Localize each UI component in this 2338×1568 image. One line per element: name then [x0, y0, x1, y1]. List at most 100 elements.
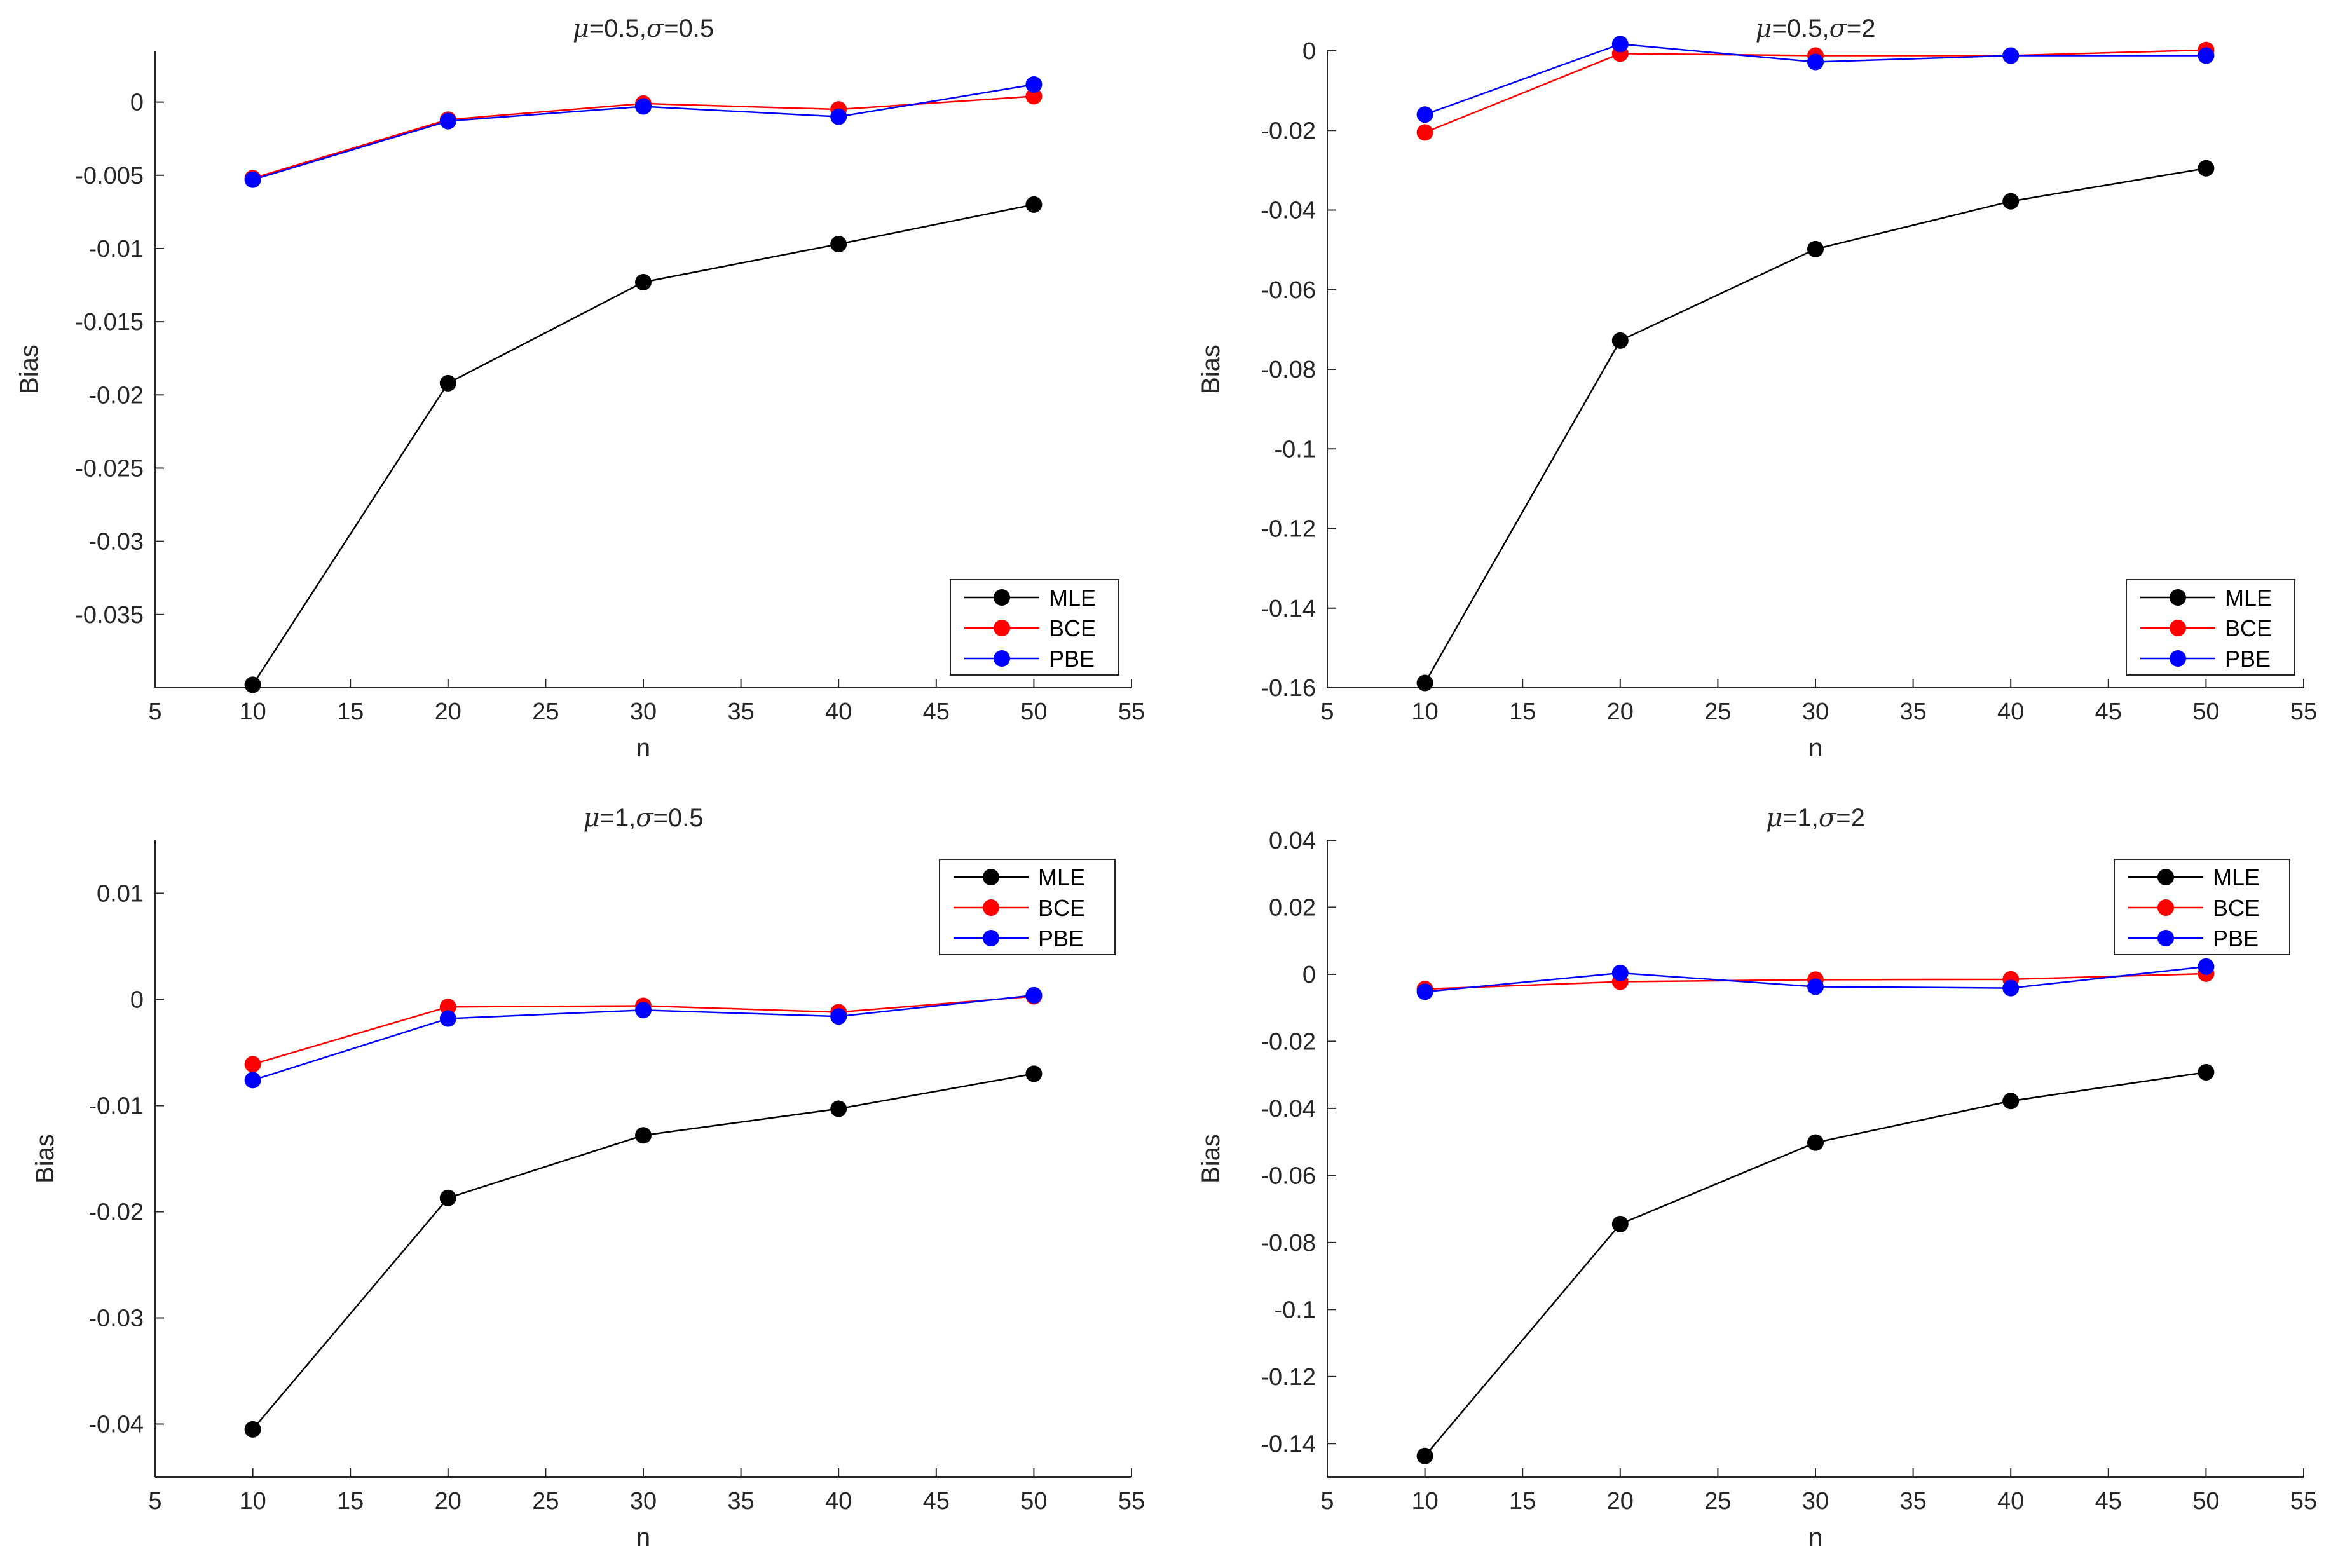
legend-marker-bce — [994, 620, 1010, 636]
x-tick-label: 35 — [1899, 699, 1926, 725]
title-mu-val: =1, — [600, 804, 636, 832]
data-point-pbe — [1025, 76, 1043, 93]
legend-marker-pbe — [2157, 930, 2174, 946]
x-tick-label: 55 — [1118, 1488, 1145, 1515]
x-tick-label: 35 — [727, 699, 754, 725]
legend: MLE BCE PBE — [939, 859, 1116, 955]
legend-marker-mle — [2157, 869, 2174, 885]
y-tick-label: -0.02 — [88, 382, 144, 409]
x-tick-label: 25 — [1704, 699, 1731, 725]
chart-title: μ=0.5,σ=0.5 — [573, 14, 714, 43]
legend: MLE BCE PBE — [2126, 579, 2295, 676]
x-tick-label: 5 — [1320, 699, 1334, 725]
x-tick-label: 15 — [1509, 699, 1536, 725]
data-point-mle — [2002, 193, 2020, 210]
legend-label-mle: MLE — [2213, 864, 2260, 890]
data-point-pbe — [830, 1008, 847, 1025]
data-point-bce — [244, 1056, 261, 1073]
legend-label-mle: MLE — [1049, 585, 1096, 611]
chart-title: μ=1,σ=0.5 — [584, 803, 704, 833]
legend-marker-bce — [2157, 899, 2174, 916]
y-tick-label: 0 — [130, 987, 144, 1014]
x-tick-label: 15 — [337, 1488, 364, 1515]
title-mu-val: =0.5, — [1772, 15, 1829, 43]
y-tick-label: -0.08 — [1261, 357, 1316, 383]
x-tick-label: 50 — [1020, 699, 1047, 725]
x-tick-label: 35 — [1899, 1488, 1926, 1515]
series-line-mle — [1424, 1071, 2206, 1457]
title-sigma-sym: σ — [636, 803, 654, 833]
title-mu-sym: μ — [573, 14, 589, 43]
data-point-mle — [2198, 1063, 2215, 1081]
x-tick-label: 10 — [1411, 699, 1438, 725]
y-tick-label: -0.025 — [75, 455, 144, 482]
title-mu-sym: μ — [1766, 803, 1782, 833]
data-point-mle — [244, 676, 261, 693]
y-tick-label: 0 — [1302, 962, 1316, 988]
title-mu-sym: μ — [1756, 14, 1772, 43]
y-tick-label: 0 — [1302, 38, 1316, 65]
y-tick-label: -0.01 — [88, 236, 144, 262]
y-axis-label: Bias — [15, 344, 43, 394]
y-tick-label: -0.01 — [88, 1093, 144, 1120]
y-axis-label: Bias — [31, 1134, 59, 1183]
y-tick-label: -0.12 — [1261, 1364, 1316, 1391]
x-tick-label: 45 — [923, 699, 950, 725]
x-tick-label: 45 — [923, 1488, 950, 1515]
legend-label-pbe: PBE — [1038, 925, 1084, 951]
data-point-mle — [439, 374, 456, 392]
y-tick-label: -0.1 — [1275, 436, 1316, 463]
y-tick-label: -0.16 — [1261, 675, 1316, 702]
x-tick-label: 5 — [148, 699, 161, 725]
subplot-3: 5 10 15 20 25 30 35 40 45 50 55 0.01 0 -0.01 -0.02 -0.0… — [31, 803, 1145, 1551]
legend: MLE BCE PBE — [2114, 859, 2290, 955]
data-point-bce — [1025, 88, 1043, 105]
data-point-mle — [1025, 1065, 1043, 1082]
data-point-mle — [439, 1189, 456, 1206]
x-tick-label: 15 — [337, 699, 364, 725]
data-point-pbe — [2198, 47, 2215, 64]
chart-title: μ=0.5,σ=2 — [1756, 14, 1876, 43]
data-point-pbe — [635, 98, 652, 115]
title-mu-val: =1, — [1782, 804, 1819, 832]
title-sigma-val: =2 — [1847, 15, 1876, 43]
x-tick-label: 25 — [1704, 1488, 1731, 1515]
data-point-mle — [1611, 1215, 1629, 1232]
data-point-mle — [635, 1127, 652, 1144]
y-tick-label: -0.14 — [1261, 596, 1316, 622]
x-tick-label: 40 — [825, 699, 852, 725]
x-tick-label: 50 — [1020, 1488, 1047, 1515]
y-tick-label: -0.035 — [75, 602, 144, 629]
x-tick-label: 10 — [239, 699, 266, 725]
y-tick-label: -0.04 — [1261, 1096, 1316, 1122]
legend-label-pbe: PBE — [1049, 646, 1095, 672]
y-axis-label: Bias — [1197, 344, 1225, 394]
data-point-pbe — [635, 1002, 652, 1019]
legend: MLE BCE PBE — [950, 579, 1119, 676]
x-tick-label: 40 — [825, 1488, 852, 1515]
x-tick-label: 35 — [727, 1488, 754, 1515]
chart-title: μ=1,σ=2 — [1766, 803, 1865, 833]
y-tick-label: -0.015 — [75, 309, 144, 336]
data-point-pbe — [1611, 964, 1629, 981]
x-tick-label: 50 — [2192, 699, 2219, 725]
data-point-pbe — [1611, 36, 1629, 53]
y-tick-label: 0.04 — [1269, 828, 1316, 854]
title-sigma-val: =0.5 — [653, 804, 704, 832]
title-mu-val: =0.5, — [589, 15, 646, 43]
y-tick-label: -0.03 — [88, 529, 144, 556]
x-tick-label: 15 — [1509, 1488, 1536, 1515]
y-tick-label: -0.02 — [1261, 1028, 1316, 1055]
data-point-pbe — [1416, 106, 1433, 123]
y-tick-label: -0.14 — [1261, 1431, 1316, 1457]
title-mu-sym: μ — [584, 803, 600, 833]
x-tick-label: 25 — [532, 699, 559, 725]
data-point-pbe — [439, 1010, 456, 1027]
data-point-pbe — [1807, 978, 1824, 995]
y-tick-label: -0.02 — [88, 1199, 144, 1226]
y-axis-label: Bias — [1197, 1134, 1225, 1183]
x-axis-label: n — [1808, 734, 1822, 762]
legend-marker-bce — [2170, 620, 2186, 636]
title-sigma-sym: σ — [1819, 803, 1837, 833]
data-point-mle — [244, 1421, 261, 1438]
